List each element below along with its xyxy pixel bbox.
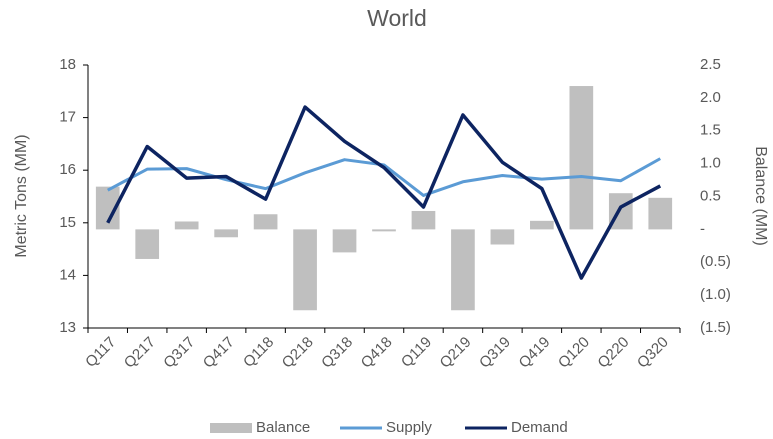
line <box>107 157 661 197</box>
x-tick-label: Q318 <box>318 334 356 372</box>
y-axis-title: Metric Tons (MM) <box>13 134 30 257</box>
x-tick-label: Q220 <box>594 334 632 372</box>
x-tick-label: Q117 <box>82 334 119 371</box>
y2-tick-label: 1.5 <box>700 122 721 139</box>
x-tick-label: Q419 <box>516 334 554 372</box>
y-tick-label: 17 <box>59 109 76 126</box>
legend-label: Balance <box>256 419 310 436</box>
x-tick-label: Q418 <box>358 334 396 372</box>
bar <box>569 86 594 230</box>
chart-title: World <box>367 5 427 31</box>
bar <box>490 229 515 245</box>
bar <box>451 229 475 311</box>
x-tick-label: Q120 <box>555 334 593 372</box>
y-tick-label: 15 <box>59 214 76 231</box>
bar <box>648 197 673 230</box>
bar <box>293 229 317 311</box>
x-tick-label: Q217 <box>121 334 159 372</box>
bar <box>95 186 120 230</box>
y2-tick-label: - <box>700 220 705 237</box>
legend-label: Supply <box>386 419 432 436</box>
legend-swatch <box>210 423 252 433</box>
x-tick-label: Q219 <box>437 334 475 372</box>
x-tick-label: Q218 <box>279 334 317 372</box>
y2-tick-label: 2.0 <box>700 89 721 106</box>
x-tick-label: Q317 <box>160 334 198 372</box>
x-tick-label: Q118 <box>240 334 277 371</box>
bar <box>135 229 160 259</box>
y2-tick-label: 1.0 <box>700 155 721 172</box>
y2-tick-label: 0.5 <box>700 187 721 204</box>
y-tick-label: 13 <box>59 319 76 336</box>
bar <box>253 214 278 230</box>
bar <box>214 229 238 238</box>
y2-tick-label: (1.5) <box>700 319 731 336</box>
y-tick-label: 16 <box>59 161 76 178</box>
x-tick-label: Q417 <box>200 334 238 372</box>
x-tick-label: Q319 <box>476 334 514 372</box>
x-tick-label: Q320 <box>634 334 672 372</box>
bar <box>332 229 357 253</box>
y2-tick-label: 2.5 <box>700 56 721 73</box>
y2-axis-title: Balance (MM) <box>752 146 769 246</box>
y2-tick-label: (1.0) <box>700 286 731 303</box>
line <box>106 105 662 280</box>
bar <box>530 220 554 230</box>
bar <box>411 210 436 230</box>
y-tick-label: 18 <box>59 56 76 73</box>
y-tick-label: 14 <box>59 266 76 283</box>
y2-tick-label: (0.5) <box>700 253 731 270</box>
legend-label: Demand <box>511 419 568 436</box>
bar <box>372 229 396 232</box>
x-tick-label: Q119 <box>398 334 435 371</box>
bar <box>174 221 199 230</box>
